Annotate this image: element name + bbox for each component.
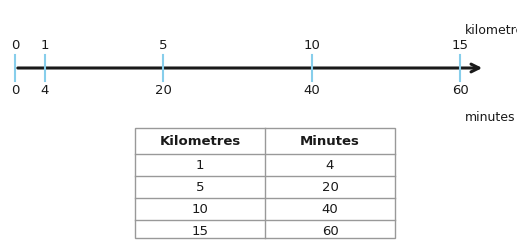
Text: 0: 0 <box>11 39 19 52</box>
Text: 4: 4 <box>40 84 49 97</box>
Text: 5: 5 <box>196 181 204 194</box>
Text: 15: 15 <box>191 224 208 237</box>
Text: 5: 5 <box>159 39 168 52</box>
Bar <box>135 128 395 238</box>
Text: 60: 60 <box>322 224 338 237</box>
Text: 0: 0 <box>11 84 19 97</box>
Text: 20: 20 <box>155 84 172 97</box>
Text: 10: 10 <box>303 39 320 52</box>
Text: 10: 10 <box>192 203 208 216</box>
Text: Minutes: Minutes <box>300 135 360 147</box>
Text: 15: 15 <box>451 39 468 52</box>
Text: kilometres: kilometres <box>465 24 517 37</box>
Text: Kilometres: Kilometres <box>159 135 240 147</box>
Text: 4: 4 <box>326 159 334 172</box>
Text: 40: 40 <box>303 84 320 97</box>
Text: 60: 60 <box>452 84 468 97</box>
Text: 40: 40 <box>322 203 338 216</box>
Text: 1: 1 <box>196 159 204 172</box>
Text: 1: 1 <box>40 39 49 52</box>
Text: 20: 20 <box>322 181 339 194</box>
Text: minutes: minutes <box>465 111 515 124</box>
